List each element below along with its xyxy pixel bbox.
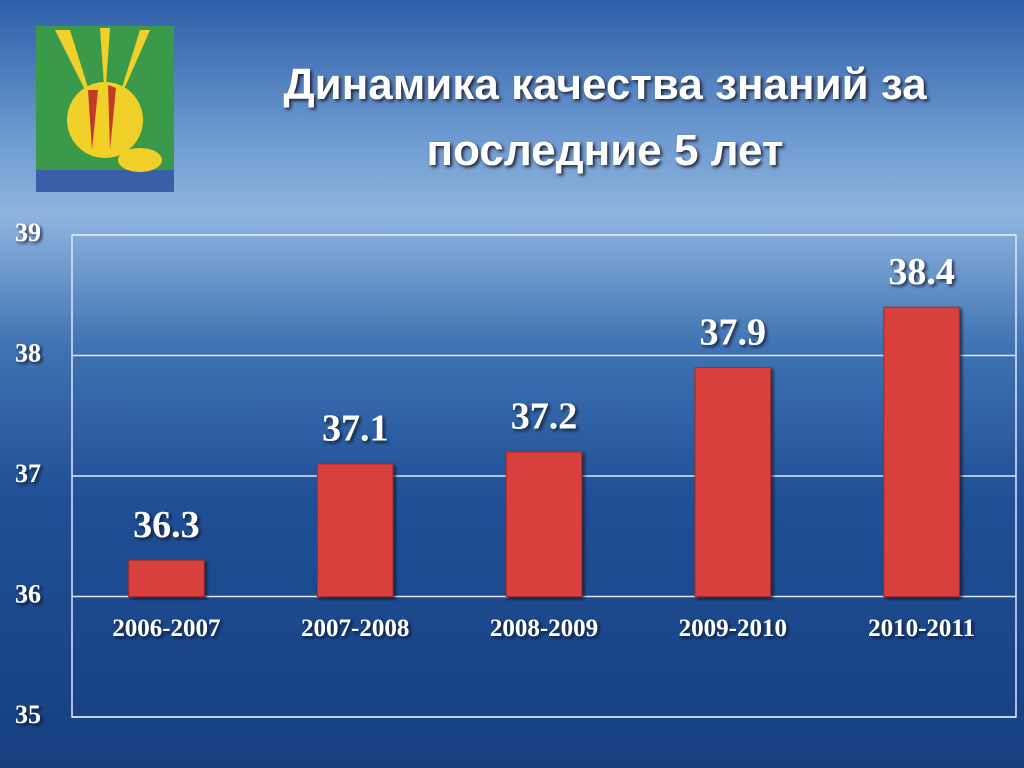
x-tick-label: 2010-2011 [868, 615, 975, 642]
value-label: 37.2 [511, 396, 578, 438]
value-label: 37.1 [322, 408, 389, 450]
y-tick-label: 36 [15, 579, 41, 608]
y-tick-label: 37 [15, 459, 41, 488]
y-tick-label: 38 [15, 338, 41, 367]
y-tick-label: 39 [15, 218, 41, 247]
bar [128, 559, 205, 597]
bar [316, 463, 394, 598]
x-tick-label: 2006-2007 [112, 615, 220, 642]
chart-title: Динамика качества знаний за последние 5 … [283, 60, 927, 175]
value-label: 38.4 [888, 251, 955, 293]
value-label: 37.9 [700, 311, 767, 353]
x-tick-label: 2007-2008 [301, 615, 409, 642]
y-tick-label: 35 [15, 700, 41, 729]
bar [883, 306, 960, 597]
x-tick-label: 2009-2010 [679, 615, 787, 642]
x-tick-label: 2008-2009 [490, 615, 598, 642]
bar [505, 451, 583, 597]
value-label: 36.3 [133, 504, 200, 546]
emblem [36, 26, 174, 192]
bar [694, 367, 772, 597]
